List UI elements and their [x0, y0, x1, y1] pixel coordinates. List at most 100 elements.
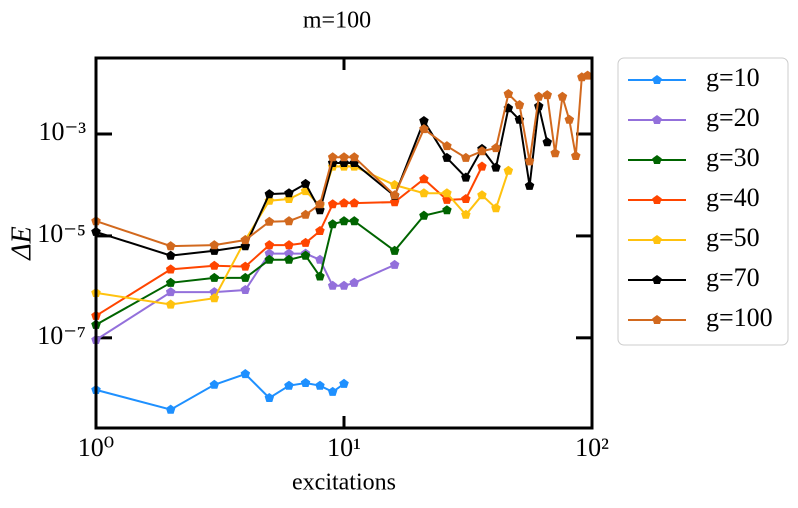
- point: [327, 219, 338, 229]
- point: [264, 254, 275, 264]
- point: [209, 272, 220, 282]
- point: [389, 259, 400, 269]
- point: [503, 89, 514, 98]
- legend-label: g=100: [706, 303, 773, 332]
- point: [240, 261, 251, 271]
- point: [315, 199, 325, 209]
- legend-marker: [652, 315, 662, 324]
- point: [264, 393, 275, 402]
- point: [240, 285, 251, 294]
- x-tick-label: 10²: [575, 433, 609, 462]
- point: [461, 172, 471, 182]
- point: [315, 271, 325, 281]
- point: [284, 380, 294, 390]
- point: [327, 280, 338, 290]
- point: [209, 379, 220, 389]
- point: [240, 369, 251, 379]
- point: [491, 203, 501, 213]
- point: [389, 245, 400, 255]
- point: [534, 91, 544, 101]
- point: [419, 174, 429, 184]
- point: [477, 190, 487, 200]
- legend-marker: [652, 155, 662, 164]
- point: [165, 250, 176, 260]
- point: [300, 237, 311, 247]
- y-tick-label: 10⁻⁵: [37, 219, 86, 248]
- point: [477, 146, 487, 156]
- x-tick-label: 10⁰: [78, 433, 114, 462]
- point: [284, 216, 294, 226]
- series-line: [95, 165, 510, 306]
- point: [442, 188, 452, 198]
- legend-label: g=50: [706, 223, 760, 252]
- point: [461, 194, 471, 203]
- point: [542, 137, 552, 147]
- legend-label: g=30: [706, 143, 760, 172]
- point: [419, 124, 429, 134]
- legend-marker: [652, 235, 662, 244]
- point: [284, 248, 294, 258]
- point: [349, 198, 359, 208]
- point: [419, 116, 429, 125]
- point: [339, 198, 349, 208]
- point: [339, 216, 349, 226]
- point: [477, 161, 487, 171]
- point: [349, 277, 359, 287]
- point: [327, 199, 338, 209]
- point: [582, 70, 593, 80]
- point: [550, 148, 560, 158]
- legend-label: g=40: [706, 183, 760, 212]
- point: [389, 190, 400, 200]
- point: [165, 264, 176, 274]
- point: [264, 248, 275, 258]
- legend-label: g=10: [706, 63, 760, 92]
- point: [284, 188, 294, 198]
- point: [300, 250, 311, 260]
- series-line: [95, 106, 549, 257]
- point: [389, 180, 400, 189]
- point: [339, 378, 349, 388]
- point: [165, 404, 176, 414]
- point: [571, 151, 581, 160]
- point: [349, 152, 359, 162]
- point: [491, 143, 501, 153]
- point: [165, 277, 176, 287]
- point: [442, 141, 452, 151]
- point: [327, 386, 338, 396]
- point: [300, 378, 311, 387]
- point: [264, 216, 275, 226]
- point: [209, 260, 220, 270]
- series-line: [95, 372, 345, 411]
- point: [165, 299, 176, 309]
- legend-box: [617, 57, 789, 346]
- series-line: [95, 166, 483, 317]
- point: [209, 240, 220, 250]
- point: [300, 209, 311, 219]
- point: [300, 178, 311, 188]
- point: [339, 280, 349, 290]
- point: [327, 152, 338, 162]
- legend-marker: [652, 195, 662, 204]
- point: [461, 209, 471, 219]
- point: [264, 189, 275, 199]
- point: [349, 216, 359, 226]
- series-line: [95, 209, 448, 326]
- point: [339, 152, 349, 162]
- point: [165, 241, 176, 251]
- point: [564, 114, 575, 124]
- point: [315, 380, 325, 390]
- point: [524, 180, 535, 190]
- point: [514, 100, 525, 110]
- point: [284, 240, 294, 250]
- point: [315, 254, 325, 264]
- chart-title: m=100: [303, 8, 371, 34]
- point: [264, 240, 275, 250]
- point: [284, 254, 294, 264]
- legend-label: g=20: [706, 103, 760, 132]
- point: [461, 152, 471, 162]
- x-tick-label: 10¹: [327, 433, 361, 462]
- point: [419, 210, 429, 220]
- legend-marker: [652, 275, 662, 284]
- point: [442, 205, 452, 215]
- plot-frame: [94, 56, 594, 430]
